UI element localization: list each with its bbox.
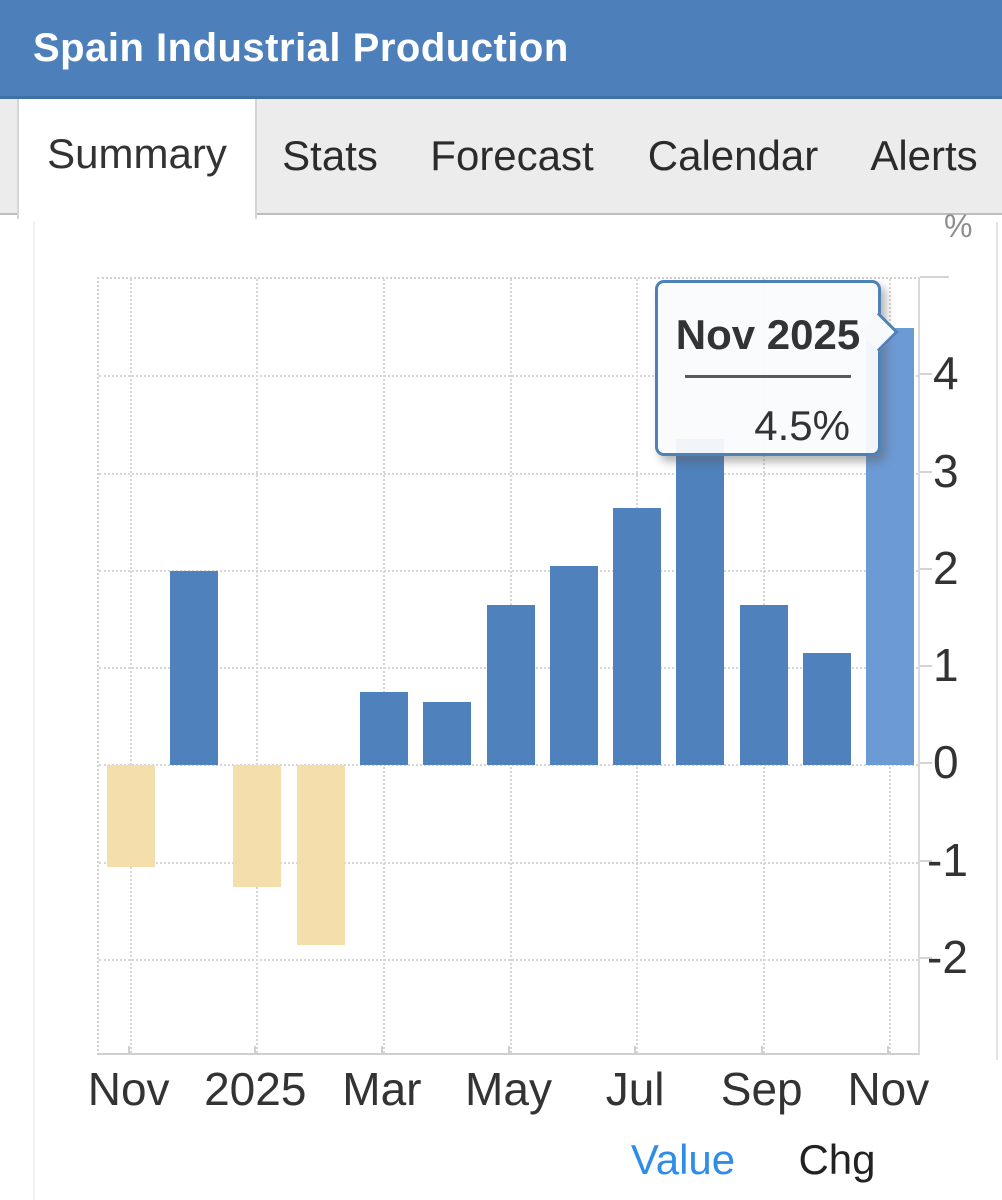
y-axis-tick-label: 2 (933, 541, 959, 594)
x-axis-tick (760, 1046, 763, 1055)
y-axis-tick (920, 567, 932, 570)
legend-value-button[interactable]: Value (630, 1136, 736, 1183)
tab-forecast[interactable]: Forecast (430, 132, 594, 179)
y-axis-tick-label: 4 (933, 347, 959, 400)
bar[interactable] (613, 507, 662, 766)
bar[interactable] (233, 765, 282, 887)
tab-alerts[interactable]: Alerts (870, 132, 978, 179)
gridline-horizontal (99, 569, 918, 572)
gridline-horizontal (99, 375, 918, 378)
gridline-horizontal (99, 861, 918, 864)
x-axis-tick (127, 1046, 130, 1055)
bar[interactable] (169, 570, 218, 766)
y-axis-tick (920, 956, 932, 959)
header-bar: Spain Industrial Production (0, 0, 1002, 99)
y-axis-tick (920, 762, 932, 765)
y-axis-tick (920, 859, 932, 862)
bar[interactable] (676, 439, 725, 766)
gridline-vertical (382, 279, 385, 1053)
x-axis-tick (507, 1046, 510, 1055)
bar[interactable] (486, 604, 535, 766)
y-axis-tick-label: -2 (927, 930, 968, 983)
y-axis-tick (920, 373, 932, 376)
gridline-vertical (256, 279, 259, 1053)
gridline-vertical (129, 279, 132, 1053)
y-axis-tick-label: 0 (933, 736, 959, 789)
y-axis-tick (920, 470, 932, 473)
tooltip-title: Nov 2025 (675, 311, 861, 358)
y-axis-tick (920, 665, 932, 667)
bar[interactable] (803, 653, 852, 766)
x-axis-tick-label: 2025 (204, 1063, 307, 1115)
tab-summary[interactable]: Summary (17, 99, 257, 219)
x-axis-tick-label: Nov (87, 1063, 170, 1115)
bar[interactable] (549, 565, 598, 766)
page-title: Spain Industrial Production (33, 26, 569, 70)
tab-calendar[interactable]: Calendar (647, 132, 819, 179)
bar[interactable] (423, 702, 472, 766)
y-axis-tick-label: 1 (933, 639, 959, 691)
x-axis-tick-label: May (465, 1063, 552, 1115)
chart-frame-left (33, 222, 35, 1200)
x-axis-tick (887, 1046, 890, 1055)
x-axis-tick (254, 1046, 257, 1055)
chart-plot-area (97, 277, 920, 1055)
x-axis-tick (380, 1046, 383, 1055)
bar[interactable] (739, 604, 788, 766)
x-axis-tick-label: Mar (342, 1063, 422, 1115)
bar[interactable] (296, 765, 345, 946)
chart-frame-right (996, 222, 998, 1060)
y-axis-tick (920, 276, 949, 278)
bar[interactable] (106, 765, 155, 868)
y-axis-tick-label: -1 (927, 833, 968, 886)
gridline-horizontal (99, 764, 918, 767)
bar[interactable] (359, 692, 408, 766)
legend-chg-button[interactable]: Chg (798, 1136, 876, 1183)
x-axis-tick-label: Sep (720, 1063, 803, 1115)
y-axis-tick-label: 3 (933, 444, 959, 497)
y-axis-unit-label: % (944, 208, 973, 244)
tab-stats[interactable]: Stats (282, 132, 378, 179)
tooltip: Nov 2025 4.5% (655, 280, 899, 456)
gridline-horizontal (99, 472, 918, 475)
tooltip-value: 4.5% (754, 402, 850, 449)
x-axis-tick-label: Nov (847, 1063, 930, 1115)
x-axis-tick (634, 1046, 637, 1055)
x-axis-tick-label: Jul (605, 1063, 665, 1115)
tooltip-divider (685, 375, 851, 378)
gridline-horizontal (99, 958, 918, 961)
